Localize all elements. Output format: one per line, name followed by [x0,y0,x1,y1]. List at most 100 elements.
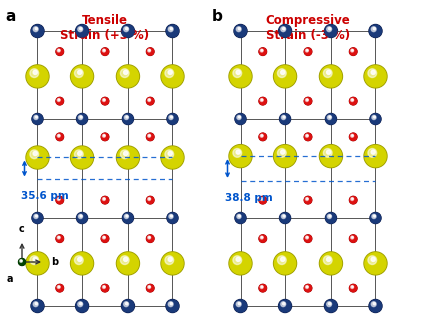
Circle shape [350,98,357,105]
Circle shape [282,115,286,120]
Circle shape [72,147,92,168]
Circle shape [146,284,154,292]
Circle shape [75,24,89,37]
Circle shape [236,27,241,32]
Circle shape [32,114,43,125]
Circle shape [147,98,154,105]
Circle shape [26,65,49,88]
Circle shape [26,146,49,169]
Circle shape [27,147,48,168]
Circle shape [364,65,387,88]
Circle shape [72,253,92,274]
Circle shape [33,302,38,307]
Circle shape [75,150,83,159]
Circle shape [373,303,375,305]
Circle shape [165,69,174,77]
Circle shape [168,302,173,307]
Circle shape [229,145,252,168]
Circle shape [329,27,331,30]
Circle shape [234,25,246,37]
Circle shape [56,98,63,105]
Circle shape [27,253,48,274]
Text: Compressive
Strain (-3 %): Compressive Strain (-3 %) [265,14,350,42]
Circle shape [305,286,308,289]
Circle shape [374,215,375,217]
Circle shape [371,213,381,223]
Circle shape [103,134,106,137]
Circle shape [259,284,267,292]
Circle shape [233,256,242,265]
Circle shape [122,300,134,312]
Circle shape [321,253,341,274]
Circle shape [124,115,128,120]
Circle shape [326,114,337,125]
Circle shape [33,151,37,156]
Circle shape [307,286,308,288]
Circle shape [126,116,128,118]
Circle shape [279,300,292,313]
Circle shape [370,114,381,125]
Circle shape [274,253,296,274]
Circle shape [149,50,150,51]
Circle shape [238,303,240,305]
Circle shape [277,256,286,265]
Circle shape [31,300,44,313]
Circle shape [167,213,178,223]
Circle shape [304,133,312,140]
Circle shape [364,145,387,168]
Circle shape [230,253,251,274]
Circle shape [169,115,173,120]
Circle shape [279,24,292,37]
Circle shape [117,253,139,274]
Circle shape [148,49,151,52]
Circle shape [21,260,22,262]
Text: 35.6 pm: 35.6 pm [22,191,69,201]
Circle shape [30,256,39,265]
Circle shape [281,70,285,74]
Circle shape [234,300,246,312]
Circle shape [57,99,60,102]
Circle shape [327,115,332,120]
Circle shape [78,257,82,262]
Circle shape [238,27,240,30]
Text: a: a [7,274,13,284]
Circle shape [235,114,245,124]
Circle shape [126,27,128,30]
Circle shape [326,213,336,223]
Circle shape [57,198,60,200]
Text: Tensile
Strain (+3 %): Tensile Strain (+3 %) [61,14,150,42]
Circle shape [352,198,353,199]
Circle shape [234,24,247,37]
Circle shape [350,197,357,204]
Circle shape [282,27,285,30]
Circle shape [349,196,357,204]
Circle shape [167,114,178,125]
Circle shape [20,260,22,262]
Circle shape [260,99,263,102]
Circle shape [162,253,183,274]
Circle shape [235,213,245,223]
Circle shape [101,133,109,140]
Circle shape [33,70,37,74]
Circle shape [350,48,357,55]
Circle shape [147,133,154,140]
Circle shape [117,65,139,88]
Circle shape [236,302,241,307]
Circle shape [259,196,267,204]
Circle shape [319,252,343,275]
Circle shape [259,197,266,204]
Circle shape [365,66,386,87]
Circle shape [126,303,128,305]
Circle shape [30,69,39,77]
Circle shape [329,303,331,305]
Circle shape [260,236,263,239]
Circle shape [326,114,336,124]
Circle shape [103,49,106,52]
Circle shape [304,235,312,242]
Circle shape [70,65,94,88]
Circle shape [281,27,286,32]
Circle shape [349,284,357,292]
Circle shape [170,116,173,118]
Circle shape [326,257,331,262]
Circle shape [352,236,353,238]
